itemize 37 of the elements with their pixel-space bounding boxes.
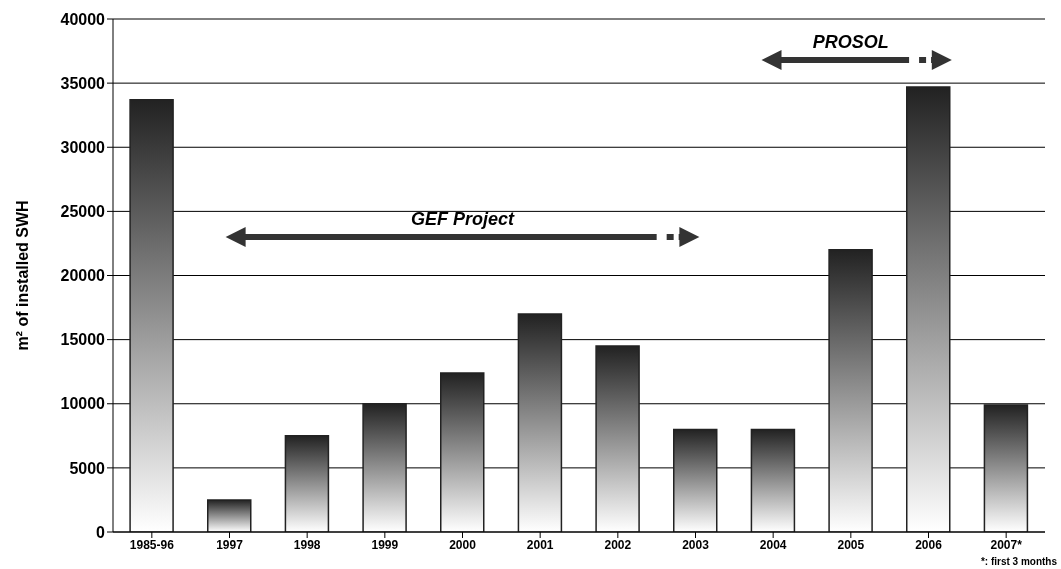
x-tick-label: 2005	[837, 537, 865, 552]
annotation: PROSOL	[812, 32, 889, 52]
x-tick-label: 2002	[604, 537, 632, 552]
y-tick-label: 30000	[60, 138, 106, 156]
y-tick-label: 25000	[60, 203, 106, 221]
x-tick-label: 2006	[915, 537, 943, 552]
x-tick-label: 2003	[682, 537, 710, 552]
bar	[207, 499, 252, 532]
bar	[284, 435, 330, 532]
y-tick-label: 20000	[60, 267, 106, 285]
bar	[129, 99, 174, 532]
bar	[673, 428, 718, 532]
x-tick-label: 2004	[759, 537, 787, 552]
y-axis-title: m² of installed SWH	[13, 200, 31, 351]
y-tick-label: 0	[96, 523, 106, 541]
bar	[362, 403, 407, 532]
x-tick-label: 1999	[371, 537, 399, 552]
bar	[750, 428, 796, 532]
y-tick-label: 15000	[60, 331, 106, 349]
x-tick-label: 1985-96	[129, 537, 175, 552]
x-tick-label: 2000	[449, 537, 477, 552]
x-tick-label: 2007*	[990, 537, 1023, 552]
y-tick-label: 5000	[69, 459, 106, 477]
bar	[828, 249, 873, 532]
bar	[517, 313, 563, 532]
bar	[440, 372, 485, 532]
x-tick-label: 2001	[526, 537, 554, 552]
text: *: first 3 months	[980, 556, 1058, 567]
annotation: GEF Project	[410, 209, 516, 229]
y-tick-label: 35000	[60, 74, 106, 92]
x-tick-label: 1997	[216, 537, 244, 552]
bar	[983, 404, 1029, 532]
y-tick-label: 10000	[60, 395, 106, 413]
bar	[906, 86, 951, 532]
x-tick-label: 1998	[293, 537, 321, 552]
y-tick-label: 40000	[60, 10, 106, 28]
bar	[595, 345, 640, 532]
